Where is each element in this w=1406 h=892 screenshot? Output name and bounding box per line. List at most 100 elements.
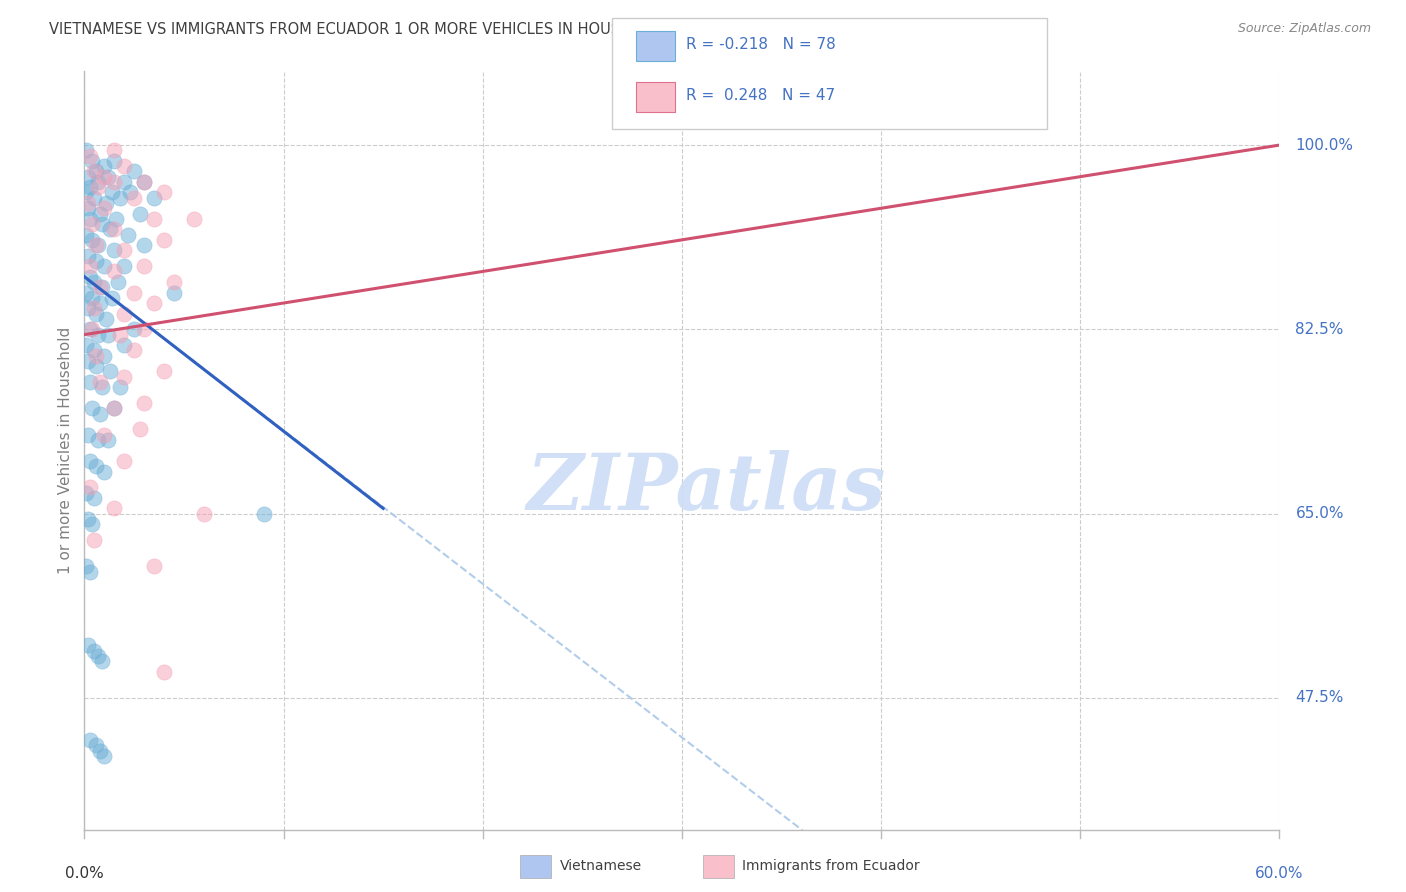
- Point: [82, 233, 104, 247]
- Point: [143, 211, 166, 226]
- Point: [93, 259, 115, 273]
- Point: [87, 327, 110, 342]
- Text: 65.0%: 65.0%: [1295, 506, 1344, 521]
- Point: [83, 191, 105, 205]
- Point: [77, 427, 100, 442]
- Text: Source: ZipAtlas.com: Source: ZipAtlas.com: [1237, 22, 1371, 36]
- Text: VIETNAMESE VS IMMIGRANTS FROM ECUADOR 1 OR MORE VEHICLES IN HOUSEHOLD CORRELATIO: VIETNAMESE VS IMMIGRANTS FROM ECUADOR 1 …: [49, 22, 834, 37]
- Point: [83, 643, 105, 657]
- Point: [79, 454, 101, 468]
- Text: 0.0%: 0.0%: [65, 866, 104, 881]
- Point: [86, 238, 108, 252]
- Point: [103, 222, 125, 236]
- Point: [143, 296, 166, 310]
- Point: [112, 369, 135, 384]
- Point: [77, 354, 100, 368]
- Point: [79, 269, 101, 284]
- Point: [93, 427, 115, 442]
- Point: [112, 307, 135, 321]
- Point: [75, 338, 97, 352]
- Point: [79, 375, 101, 389]
- Point: [86, 307, 108, 321]
- Point: [101, 291, 124, 305]
- Point: [103, 244, 125, 258]
- Point: [87, 648, 110, 663]
- Point: [110, 327, 132, 342]
- Point: [129, 206, 152, 220]
- Point: [143, 559, 166, 574]
- Point: [79, 180, 101, 194]
- Point: [132, 175, 156, 189]
- Point: [132, 322, 156, 336]
- Point: [163, 275, 186, 289]
- Point: [83, 533, 105, 547]
- Point: [75, 485, 97, 500]
- Point: [77, 169, 100, 184]
- Point: [83, 491, 105, 505]
- Point: [91, 217, 114, 231]
- Point: [75, 227, 97, 242]
- Point: [103, 175, 125, 189]
- Point: [86, 739, 108, 753]
- Point: [110, 380, 132, 394]
- Point: [122, 322, 145, 336]
- Point: [87, 433, 110, 447]
- Point: [86, 164, 108, 178]
- Point: [112, 454, 135, 468]
- Point: [93, 159, 115, 173]
- Point: [103, 153, 125, 168]
- Point: [122, 285, 145, 300]
- Point: [253, 507, 276, 521]
- Point: [93, 201, 115, 215]
- Text: 82.5%: 82.5%: [1295, 322, 1344, 337]
- Point: [75, 186, 97, 200]
- Text: Vietnamese: Vietnamese: [560, 859, 641, 873]
- Point: [91, 380, 114, 394]
- Point: [110, 191, 132, 205]
- Point: [103, 264, 125, 278]
- Point: [82, 517, 104, 532]
- Point: [79, 322, 101, 336]
- Point: [75, 559, 97, 574]
- Point: [132, 175, 156, 189]
- Point: [120, 186, 142, 200]
- Point: [97, 433, 120, 447]
- Point: [153, 186, 176, 200]
- Point: [96, 196, 118, 211]
- Point: [87, 238, 110, 252]
- Point: [122, 343, 145, 358]
- Point: [163, 285, 186, 300]
- Point: [79, 565, 101, 579]
- Point: [86, 359, 108, 374]
- Text: 100.0%: 100.0%: [1295, 137, 1354, 153]
- Point: [82, 291, 104, 305]
- Text: 47.5%: 47.5%: [1295, 690, 1344, 706]
- Point: [103, 401, 125, 416]
- Point: [77, 201, 100, 215]
- Point: [112, 159, 135, 173]
- Point: [89, 280, 111, 294]
- Point: [77, 512, 100, 526]
- Point: [82, 322, 104, 336]
- Point: [153, 233, 176, 247]
- Point: [89, 206, 111, 220]
- Point: [183, 211, 205, 226]
- Text: ZIPatlas: ZIPatlas: [526, 450, 886, 526]
- Point: [87, 180, 110, 194]
- Point: [89, 375, 111, 389]
- Point: [82, 153, 104, 168]
- Point: [91, 280, 114, 294]
- Point: [83, 275, 105, 289]
- Point: [79, 148, 101, 162]
- Point: [83, 164, 105, 178]
- Point: [103, 144, 125, 158]
- Point: [87, 175, 110, 189]
- Point: [98, 364, 121, 378]
- Point: [79, 480, 101, 494]
- Point: [103, 401, 125, 416]
- Point: [122, 164, 145, 178]
- Point: [97, 169, 120, 184]
- Point: [112, 175, 135, 189]
- Text: R =  0.248   N = 47: R = 0.248 N = 47: [686, 88, 835, 103]
- Point: [75, 285, 97, 300]
